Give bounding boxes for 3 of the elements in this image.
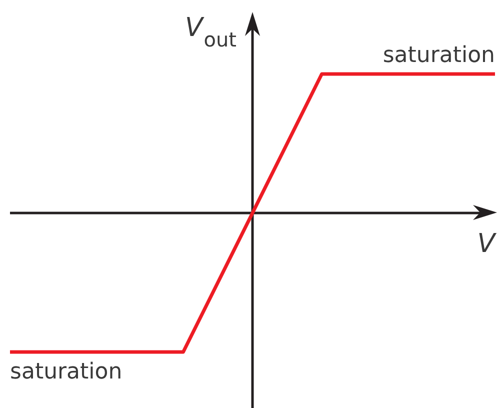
annotation: saturation — [382, 42, 495, 68]
annotation: saturation — [10, 360, 122, 385]
x-axis-title: V — [477, 228, 497, 259]
